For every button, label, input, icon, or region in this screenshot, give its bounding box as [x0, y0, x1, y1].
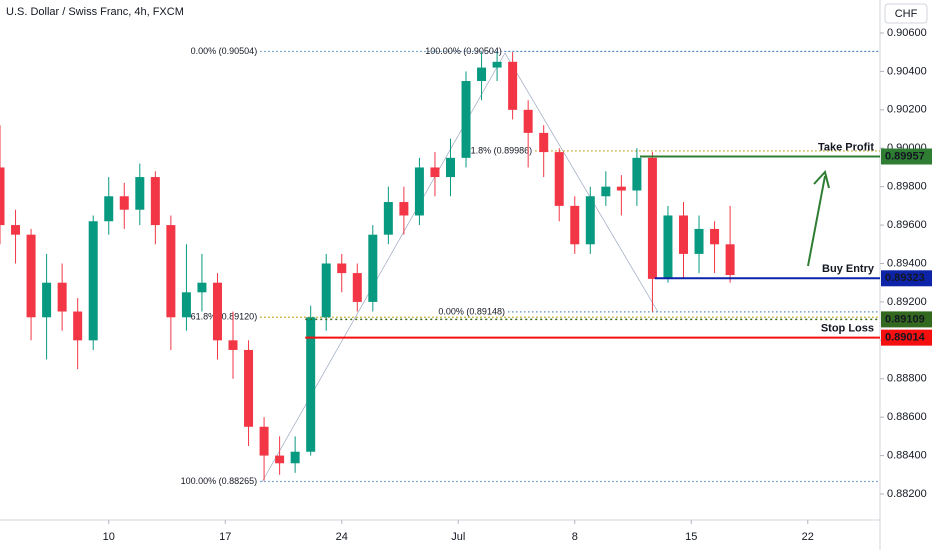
fib-label: 0.00% (0.89148)	[438, 306, 505, 316]
candle-body	[616, 186, 626, 191]
price-label: 0.89323	[885, 272, 925, 284]
candle-body	[663, 215, 673, 279]
candle-body	[477, 67, 487, 82]
candle-body	[523, 109, 533, 133]
candle-body	[88, 221, 98, 341]
candle-body	[104, 196, 114, 222]
candle-body	[678, 215, 688, 254]
candle-body	[26, 234, 36, 318]
y-tick-label: 0.89200	[887, 296, 927, 308]
price-label: 0.89957	[885, 150, 925, 162]
candle-body	[414, 167, 424, 216]
y-tick-label: 0.89400	[887, 257, 927, 269]
level-label: Take Profit	[818, 141, 874, 153]
y-tick-label: 0.88800	[887, 373, 927, 385]
candle-body	[42, 282, 52, 318]
candle-body	[166, 225, 176, 318]
candle-body	[632, 157, 642, 191]
candle-body	[570, 205, 580, 245]
price-label: 0.89109	[885, 313, 925, 325]
fib-trend-line	[504, 52, 659, 313]
price-label-box	[881, 270, 932, 287]
price-label-box	[881, 329, 932, 346]
candle-body	[290, 451, 300, 464]
fib-label: 100.00% (0.88265)	[181, 476, 258, 486]
fib-label: 61.8% (0.89120)	[191, 312, 258, 322]
candle-body	[383, 202, 393, 235]
candle-body	[725, 244, 735, 276]
candle-body	[492, 61, 502, 68]
y-tick-label: 0.89800	[887, 181, 927, 193]
candle-body	[244, 349, 254, 427]
candle-body	[197, 282, 207, 293]
x-tick-label: 15	[685, 531, 697, 543]
fib-label: 0.00% (0.90504)	[191, 46, 258, 56]
candle-body	[399, 202, 409, 216]
fib-label: 61.8% (0.89986)	[466, 145, 533, 155]
candle-body	[0, 167, 5, 226]
candle-body	[135, 177, 145, 210]
y-tick-label: 0.90600	[887, 27, 927, 39]
y-tick-label: 0.90400	[887, 65, 927, 77]
fib-label: 100.00% (0.90504)	[425, 46, 502, 56]
x-tick-label: Jul	[451, 531, 465, 543]
x-tick-label: 8	[572, 531, 578, 543]
price-label: 0.89014	[885, 332, 926, 344]
candle-body	[554, 152, 564, 206]
y-tick-label: 0.90200	[887, 104, 927, 116]
arrow-shaft	[807, 175, 826, 267]
candle-body	[212, 282, 222, 341]
candle-body	[337, 263, 347, 274]
x-tick-label: 22	[802, 531, 814, 543]
candle-body	[430, 167, 440, 178]
x-tick-label: 10	[103, 531, 115, 543]
candle-body	[710, 228, 720, 245]
candle-body	[57, 282, 67, 312]
candle-body	[368, 234, 378, 302]
candle-body	[119, 196, 129, 210]
candle-body	[647, 157, 657, 279]
candle-body	[508, 61, 518, 110]
currency-box[interactable]	[884, 3, 928, 24]
candle-body	[150, 177, 160, 226]
y-tick-label: 0.88400	[887, 449, 927, 461]
candle-body	[275, 455, 285, 464]
level-label: Buy Entry	[822, 263, 875, 275]
level-label: Stop Loss	[821, 323, 874, 335]
y-tick-label: 0.89600	[887, 219, 927, 231]
y-tick-label: 0.88600	[887, 411, 927, 423]
price-label-box	[881, 311, 932, 328]
candle-body	[352, 273, 362, 302]
x-tick-label: 24	[336, 531, 348, 543]
arrow-head	[813, 169, 830, 189]
candle-body	[181, 292, 191, 318]
candle-body	[445, 157, 455, 178]
x-tick-label: 17	[219, 531, 231, 543]
candle-body	[694, 228, 704, 254]
candle-body	[585, 196, 595, 245]
y-tick-label: 0.88200	[887, 488, 927, 500]
candle-body	[321, 263, 331, 318]
candle-body	[539, 132, 549, 153]
candle-body	[73, 311, 83, 341]
candle-body	[601, 186, 611, 197]
candle-body	[228, 340, 238, 350]
chart-title: U.S. Dollar / Swiss Franc, 4h, FXCM	[6, 6, 184, 18]
candle-body	[11, 225, 21, 235]
currency-label: CHF	[895, 8, 918, 20]
candle-body	[461, 81, 471, 158]
candle-body	[259, 426, 269, 456]
price-label-box	[881, 148, 932, 165]
candle-body	[306, 317, 316, 452]
